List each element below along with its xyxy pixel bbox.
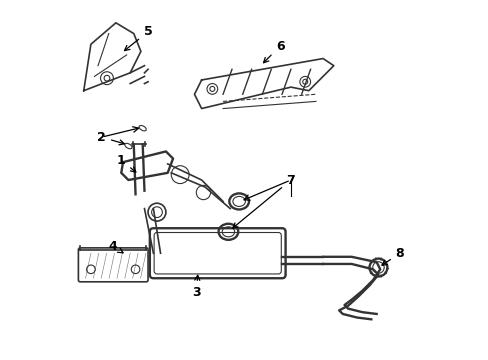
Text: 3: 3	[192, 275, 200, 299]
Text: 8: 8	[381, 247, 404, 265]
Text: 4: 4	[108, 240, 123, 253]
Text: 6: 6	[263, 40, 284, 63]
Text: 2: 2	[97, 131, 124, 145]
Text: 5: 5	[124, 25, 152, 50]
Text: 1: 1	[117, 154, 136, 172]
Text: 7: 7	[232, 174, 295, 228]
